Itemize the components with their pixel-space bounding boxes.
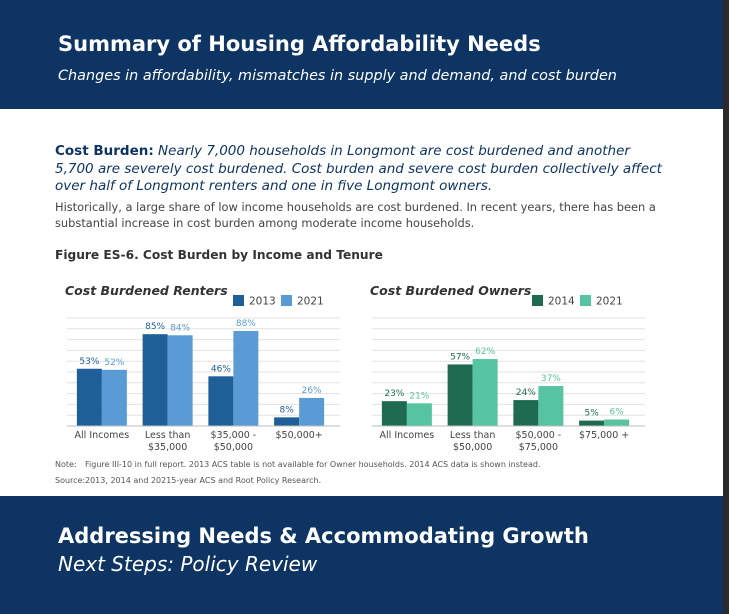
data-label: 24% xyxy=(516,388,536,398)
category-label: $50,000 xyxy=(453,442,492,453)
category-label: $50,000 xyxy=(214,442,253,453)
chart-title: Cost Burdened Renters xyxy=(65,283,228,298)
bar-2021 xyxy=(299,397,325,426)
bar-2013 xyxy=(208,376,234,426)
bar-2021 xyxy=(406,403,432,426)
owners-chart: Cost Burdened Owners 2014 2021 23% 21% All In… xyxy=(360,278,650,460)
data-label: 5% xyxy=(584,409,599,419)
category-label: Less than xyxy=(145,430,190,441)
bar-2014 xyxy=(579,420,605,426)
footer-title: Addressing Needs & Accommodating Growth xyxy=(58,524,589,548)
category-label: $50,000+ xyxy=(276,430,323,441)
legend-swatch-2021 xyxy=(281,295,292,306)
legend-label-2014: 2014 xyxy=(548,296,575,308)
legend-swatch-2021 xyxy=(580,295,591,306)
renters-chart-svg: Cost Burdened Renters 2013 2021 53% 52% All I… xyxy=(65,283,340,453)
source-text: 2013, 2014 and 20215-year ACS and Root P… xyxy=(85,476,322,485)
data-label: 8% xyxy=(279,405,294,415)
renters-chart: Cost Burdened Renters 2013 2021 53% 52% All I… xyxy=(55,278,345,460)
bar-2013 xyxy=(274,417,300,426)
category-label: Less than xyxy=(450,430,495,441)
owners-chart-svg: Cost Burdened Owners 2014 2021 23% 21% All In… xyxy=(370,283,645,453)
bar-2013 xyxy=(76,368,102,426)
bar-2021 xyxy=(472,359,498,426)
legend-swatch-2013 xyxy=(233,295,244,306)
category-label: $35,000 xyxy=(148,442,187,453)
legend-label-2013: 2013 xyxy=(249,296,276,308)
intro-body: Historically, a large share of low incom… xyxy=(55,200,656,230)
data-label: 52% xyxy=(104,358,124,368)
bar-2021 xyxy=(233,330,259,426)
legend-swatch-2014 xyxy=(532,295,543,306)
data-label: 37% xyxy=(541,374,561,384)
data-label: 84% xyxy=(170,323,190,333)
page-subtitle: Changes in affordability, mismatches in … xyxy=(58,68,617,84)
bar-2014 xyxy=(381,401,407,426)
figure-title: Figure ES-6. Cost Burden by Income and T… xyxy=(55,248,383,262)
header-banner xyxy=(0,0,723,109)
figure-note: Note: Figure III-10 in full report. 2013 … xyxy=(55,460,540,469)
bar-2013 xyxy=(142,334,168,426)
source-label: Source: xyxy=(55,476,86,485)
bar-2021 xyxy=(604,419,630,426)
footer-banner xyxy=(0,496,723,614)
legend-label-2021: 2021 xyxy=(596,296,623,308)
legend-label-2021: 2021 xyxy=(297,296,324,308)
window-edge xyxy=(723,0,729,614)
intro-lead: Cost Burden: xyxy=(55,143,154,159)
bar-2021 xyxy=(538,386,564,426)
intro-paragraph: Cost Burden: Nearly 7,000 households in … xyxy=(55,143,665,196)
page-title: Summary of Housing Affordability Needs xyxy=(58,32,541,56)
note-label: Note: xyxy=(55,460,77,469)
footer-subtitle: Next Steps: Policy Review xyxy=(58,552,318,576)
data-label: 62% xyxy=(475,347,495,357)
bar-2021 xyxy=(167,335,193,426)
data-label: 57% xyxy=(450,352,470,362)
chart-title: Cost Burdened Owners xyxy=(370,283,531,298)
category-label: All Incomes xyxy=(380,430,435,441)
category-label: $35,000 - xyxy=(211,430,257,441)
note-text: Figure III-10 in full report. 2013 ACS t… xyxy=(85,460,541,469)
bar-2014 xyxy=(447,364,473,426)
data-label: 88% xyxy=(236,319,256,329)
bar-2021 xyxy=(101,369,127,426)
data-label: 23% xyxy=(384,389,404,399)
figure-source: Source:2013, 2014 and 20215-year ACS and… xyxy=(55,476,321,485)
data-label: 26% xyxy=(302,386,322,396)
category-label: $50,000 - xyxy=(516,430,562,441)
category-label: $75,000 xyxy=(519,442,558,453)
intro-emphasis: Nearly 7,000 households in Longmont are … xyxy=(55,143,662,194)
category-label: All Incomes xyxy=(75,430,130,441)
data-label: 53% xyxy=(79,357,99,367)
data-label: 6% xyxy=(609,408,624,418)
bar-2014 xyxy=(513,400,539,426)
category-label: $75,000 + xyxy=(579,430,629,441)
data-label: 21% xyxy=(409,391,429,401)
data-label: 85% xyxy=(145,322,165,332)
data-label: 46% xyxy=(211,364,231,374)
